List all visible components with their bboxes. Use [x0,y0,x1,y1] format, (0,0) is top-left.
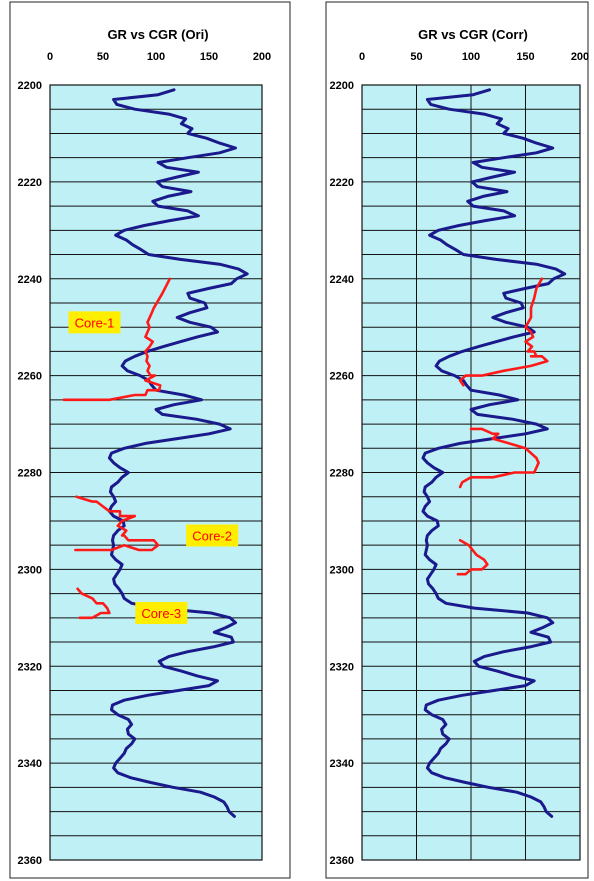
cgr-core-curve [458,277,549,387]
gr-curve [107,88,249,818]
cgr-core-curve [62,277,172,402]
y-tick-label: 2240 [18,274,42,286]
gr-curve [421,88,567,818]
plot-border [361,84,581,861]
y-tick-label: 2200 [330,80,354,92]
x-tick-label: 200 [571,51,589,63]
core-label: Core-2 [192,528,232,543]
y-tick-label: 2360 [330,855,354,867]
x-tick-label: 100 [147,51,165,63]
y-tick-label: 2220 [18,177,42,189]
y-tick-label: 2260 [330,371,354,383]
y-tick-label: 2320 [330,661,354,673]
x-tick-label: 0 [47,51,53,63]
x-tick-label: 0 [359,51,365,63]
cgr-core-curve [458,427,540,489]
x-tick-label: 200 [253,51,271,63]
core-label-box [68,311,121,334]
cgr-core-curve [76,587,111,620]
core-label-box [186,524,239,547]
y-tick-label: 2280 [18,468,42,480]
chart-right: GR vs CGR (Corr) 0 50 100 150 200 2200 2220 2240… [325,1,589,879]
y-tick-label: 2260 [18,371,42,383]
core-label: Core-3 [141,606,181,621]
y-tick-label: 2340 [18,758,42,770]
y-tick-label: 2280 [330,468,354,480]
x-tick-label: 100 [462,51,480,63]
plot-border [49,84,263,861]
y-tick-label: 2320 [18,661,42,673]
x-tick-label: 150 [516,51,534,63]
y-tick-label: 2200 [18,80,42,92]
x-tick-label: 150 [200,51,218,63]
y-tick-label: 2220 [330,177,354,189]
core-label: Core-1 [75,315,115,330]
cgr-core-curve [456,538,489,576]
y-tick-label: 2240 [330,274,354,286]
y-tick-label: 2300 [18,564,42,576]
x-tick-label: 50 [97,51,109,63]
chart-title: GR vs CGR (Corr) [418,27,528,42]
cgr-core-curve [74,495,160,552]
x-tick-label: 50 [410,51,422,63]
y-tick-label: 2360 [18,855,42,867]
chart-title: GR vs CGR (Ori) [107,27,208,42]
y-tick-label: 2340 [330,758,354,770]
chart-left: GR vs CGR (Ori) 0 50 100 150 200 2200 2220 2240 2… [9,1,291,879]
core-label-box [135,601,188,624]
y-tick-label: 2300 [330,564,354,576]
